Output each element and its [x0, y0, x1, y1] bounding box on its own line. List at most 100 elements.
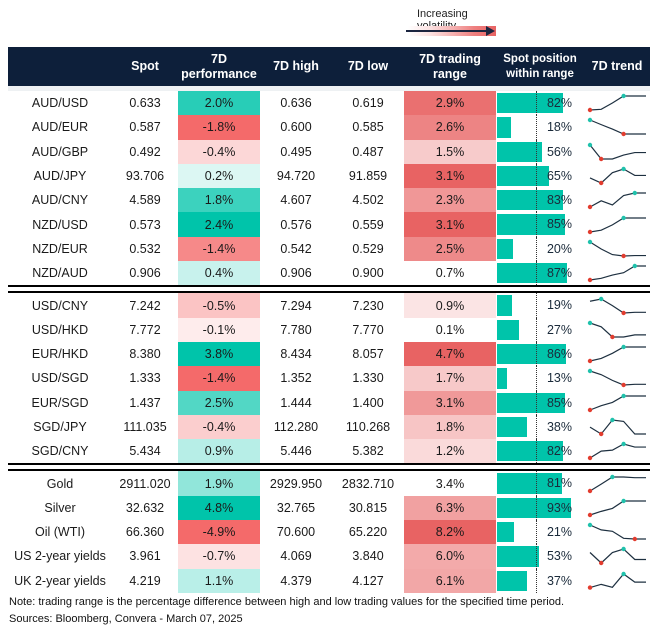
- position-label: 20%: [546, 241, 572, 256]
- trend-sparkline: [587, 264, 646, 283]
- header-performance-line1: 7D: [211, 51, 227, 66]
- high-value: 1.444: [280, 395, 312, 410]
- trend-max-dot: [621, 215, 626, 220]
- low-value: 7.770: [352, 322, 384, 337]
- midpoint-line: [536, 236, 537, 262]
- range-cell: 2.5%: [404, 236, 496, 262]
- position-bar: [497, 190, 564, 211]
- position-label: 37%: [546, 573, 572, 588]
- range-cell: 2.9%: [404, 91, 496, 116]
- high-value: 2929.950: [260, 469, 332, 496]
- range-cell: 6.3%: [404, 495, 496, 521]
- trend-sparkline: [589, 296, 646, 315]
- spot-value: 1.437: [129, 395, 161, 410]
- header-position-line1: Spot position: [503, 52, 577, 65]
- table-row: EUR/SGD 1.437 2.5% 1.444 1.400 3.1% 85%: [8, 390, 650, 415]
- table-row: AUD/JPY 93.706 0.2% 94.720 91.859 3.1% 65%: [8, 163, 650, 189]
- midpoint-line: [536, 390, 537, 415]
- position-cell: 87%: [496, 261, 584, 288]
- trend-min-dot: [621, 132, 626, 137]
- performance-cell: -0.4%: [178, 139, 260, 164]
- high-value: 4.379: [280, 573, 312, 588]
- trend-min-dot: [599, 561, 604, 566]
- header-low: 7D low: [332, 47, 404, 86]
- position-bar: [497, 117, 512, 138]
- high-value: 0.542: [280, 241, 312, 256]
- midpoint-line: [536, 212, 537, 237]
- low-value: 7.230: [332, 291, 404, 318]
- instrument-name: USD/SGD: [31, 371, 89, 386]
- trend-cell: [584, 212, 650, 236]
- trend-cell: [584, 520, 650, 544]
- range-cell: 1.2%: [404, 439, 496, 466]
- footnote: Note: trading range is the percentage di…: [9, 596, 565, 608]
- performance-cell: -1.4%: [178, 236, 260, 262]
- position-bar: [497, 368, 508, 389]
- instrument-name: USD/CNY: [8, 291, 112, 318]
- position-cell: 53%: [496, 544, 584, 569]
- trend-line: [589, 119, 646, 136]
- group-gap-cell: [8, 464, 650, 471]
- trend-sparkline: [587, 239, 646, 259]
- position-bar: [497, 392, 565, 413]
- spot-value: 93.706: [125, 169, 165, 184]
- trend-line: [589, 192, 646, 208]
- trend-line: [589, 241, 646, 257]
- range-cell: 6.1%: [404, 568, 496, 593]
- trend-cell: [584, 91, 650, 115]
- position-label: 87%: [546, 266, 572, 281]
- low-value: 91.859: [348, 169, 388, 184]
- high-value: 0.600: [280, 120, 312, 135]
- midpoint-line: [536, 317, 537, 342]
- position-cell: 82%: [496, 91, 584, 116]
- performance-cell: 3.8%: [178, 341, 260, 367]
- trend-min-dot: [587, 229, 593, 234]
- range-cell: 1.5%: [404, 139, 496, 164]
- trend-min-dot: [632, 536, 637, 542]
- performance-cell: 2.5%: [178, 390, 260, 415]
- position-bar: [497, 441, 563, 462]
- midpoint-line: [536, 495, 537, 521]
- trend-line: [589, 346, 646, 362]
- trend-cell: [584, 237, 650, 261]
- trend-min-dot: [587, 585, 593, 590]
- spot-value: 32.632: [125, 500, 165, 515]
- trend-sparkline: [587, 320, 646, 340]
- performance-cell: -0.4%: [178, 414, 260, 440]
- range-cell: 4.7%: [404, 341, 496, 367]
- trend-min-dot: [599, 180, 604, 186]
- instrument-name: NZD/EUR: [32, 241, 88, 256]
- trend-sparkline: [587, 474, 646, 493]
- trend-line: [589, 572, 646, 588]
- low-value: 110.268: [345, 420, 391, 434]
- table-row: NZD/AUD 0.906 0.4% 0.906 0.900 0.7% 87%: [8, 261, 650, 288]
- table-row: Oil (WTI) 66.360 -4.9% 70.600 65.220 8.2% 21%: [8, 520, 650, 545]
- trend-min-dot: [587, 107, 593, 113]
- instrument-name: Oil (WTI): [35, 525, 85, 540]
- trend-cell: [584, 115, 650, 139]
- position-cell: 20%: [496, 236, 584, 262]
- trend-max-dot: [621, 93, 626, 99]
- trend-cell: [584, 140, 650, 164]
- trend-sparkline: [587, 522, 646, 542]
- spot-value: 4.589: [129, 193, 161, 208]
- low-value: 1.400: [352, 395, 384, 410]
- midpoint-line: [536, 91, 537, 116]
- trend-line: [589, 168, 646, 184]
- performance-cell: 1.1%: [178, 568, 260, 593]
- table-row: AUD/GBP 0.492 -0.4% 0.495 0.487 1.5% 56%: [8, 139, 650, 164]
- instrument-name: EUR/SGD: [31, 395, 89, 410]
- low-value: 4.502: [352, 193, 384, 208]
- trend-max-dot: [610, 474, 615, 479]
- trend-line: [589, 500, 646, 516]
- high-value: 5.446: [260, 439, 332, 466]
- spot-value: 0.906: [112, 261, 178, 288]
- trend-line: [589, 475, 646, 492]
- trend-sparkline: [589, 166, 646, 186]
- trend-max-dot: [599, 296, 604, 301]
- position-bar: [497, 263, 567, 284]
- trend-max-dot: [621, 498, 626, 504]
- position-bar: [497, 570, 527, 591]
- spot-value: 3.961: [129, 549, 161, 564]
- table-row: USD/CNY 7.242 -0.5% 7.294 7.230 0.9% 19%: [8, 291, 650, 318]
